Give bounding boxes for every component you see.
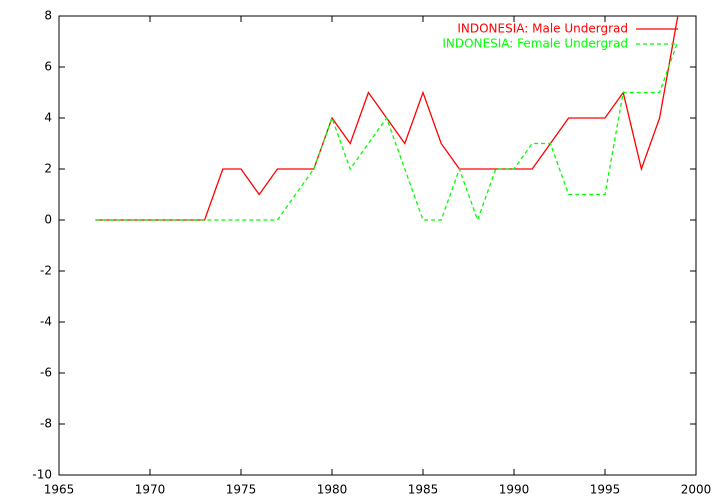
x-tick-label: 1995 [590, 483, 621, 497]
y-tick-label: 4 [44, 111, 52, 125]
plot-frame [58, 15, 697, 476]
y-tick-label: 8 [44, 9, 52, 23]
y-tick-label: -6 [40, 366, 52, 380]
y-tick-label: -2 [40, 264, 52, 278]
x-tick-label: 1980 [317, 483, 348, 497]
x-tick-label: 1965 [44, 483, 75, 497]
x-tick-label: 1975 [226, 483, 257, 497]
y-tick-label: -8 [40, 417, 52, 431]
plot-area [95, 16, 679, 222]
x-tick-label: 2000 [681, 483, 712, 497]
series-line [95, 41, 679, 222]
y-tick-label: -4 [40, 315, 52, 329]
y-tick-label: 2 [44, 162, 52, 176]
y-tick-label: 0 [44, 213, 52, 227]
y-tick-label: 6 [44, 60, 52, 74]
x-tick-label: 1985 [408, 483, 439, 497]
x-tick-label: 1990 [499, 483, 530, 497]
legend-label: INDONESIA: Female Undergrad [442, 37, 628, 51]
x-tick-label: 1970 [135, 483, 166, 497]
y-tick-label: -10 [32, 468, 52, 482]
legend-label: INDONESIA: Male Undergrad [457, 22, 628, 36]
